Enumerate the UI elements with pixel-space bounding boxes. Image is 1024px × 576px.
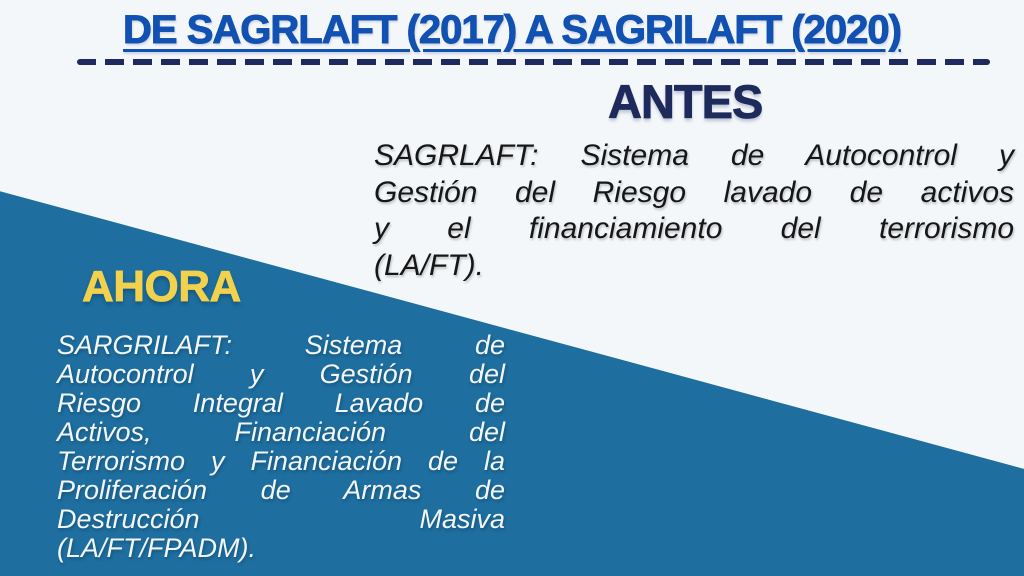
antes-line: y el financiamiento del terrorismo xyxy=(374,212,1014,245)
ahora-line: SARGRILAFT: Sistema de xyxy=(57,330,505,360)
ahora-line: Autocontrol y Gestión del xyxy=(57,359,505,389)
ahora-line: Terrorismo y Financiación de la xyxy=(57,446,505,476)
antes-line: SAGRLAFT: Sistema de Autocontrol y xyxy=(374,139,1014,172)
ahora-line: Destrucción Masiva xyxy=(57,504,505,534)
page-title: DE SAGRLAFT (2017) A SAGRILAFT (2020) xyxy=(123,8,903,53)
ahora-line: Riesgo Integral Lavado de xyxy=(57,388,505,418)
ahora-line: Activos, Financiación del xyxy=(57,417,505,447)
antes-line: (LA/FT). xyxy=(374,248,484,282)
antes-heading: ANTES xyxy=(608,75,764,129)
antes-line: Gestión del Riesgo lavado de activos xyxy=(374,175,1014,209)
ahora-paragraph: SARGRILAFT: Sistema de Autocontrol y Ges… xyxy=(57,331,505,563)
ahora-heading: AHORA xyxy=(82,262,242,312)
ahora-line: Proliferación de Armas de xyxy=(57,475,505,505)
ahora-line: (LA/FT/FPADM). xyxy=(57,533,256,563)
dashed-divider xyxy=(77,59,990,65)
antes-paragraph: SAGRLAFT: Sistema de Autocontrol y Gesti… xyxy=(374,138,1014,284)
